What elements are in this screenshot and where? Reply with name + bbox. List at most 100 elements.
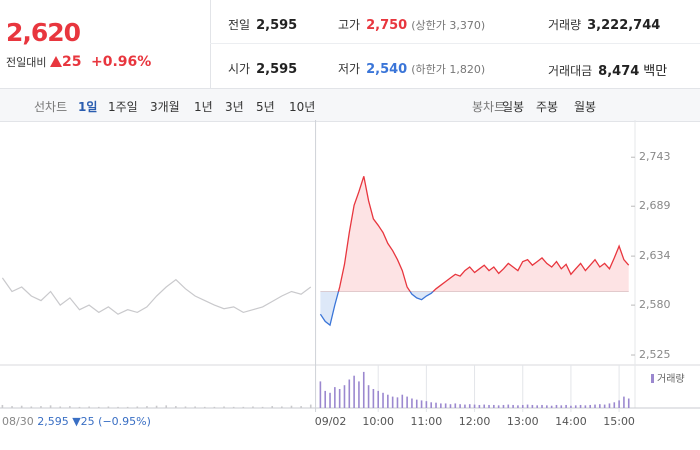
volume-bar <box>594 404 596 408</box>
volume-bar <box>478 404 481 408</box>
x-tick-label: 10:00 <box>362 415 394 428</box>
change-value: 25 <box>61 54 82 70</box>
volume-bar <box>396 397 399 408</box>
chart: 거래량 08/30 2,595 ▼25 (−0.95%) 2,525 2,580 2… <box>0 120 700 428</box>
volume-bar <box>488 404 490 408</box>
y-tick-label: 2,743 <box>639 150 671 163</box>
volume-bar <box>377 390 380 408</box>
volume-bar <box>449 404 452 408</box>
x-tick-label: 09/02 <box>315 415 347 428</box>
volume-bar <box>309 404 312 408</box>
volume-bar <box>560 405 563 408</box>
volume-bar <box>536 405 538 408</box>
volume-bar <box>107 406 110 408</box>
volume-bar <box>329 392 331 408</box>
volume-bar <box>271 406 274 408</box>
prev-day-info: 08/30 2,595 ▼25 (−0.95%) <box>2 415 151 428</box>
stat-label: 거래량 <box>548 18 582 32</box>
change: 전일대비 25 +0.96% <box>6 54 151 70</box>
volume-bar <box>343 385 346 408</box>
stat-label: 전일 <box>228 18 251 32</box>
volume-bar <box>507 404 510 408</box>
volume-bar <box>420 400 423 408</box>
prev-change: ▼25 <box>72 415 94 428</box>
volume-bar <box>338 389 341 408</box>
prev-date: 08/30 <box>2 415 34 428</box>
volume-bar <box>464 404 466 408</box>
volume-bar <box>603 404 606 408</box>
volume-bar <box>184 406 187 408</box>
volume-bar <box>126 406 129 408</box>
stat-label: 거래대금 <box>548 64 593 78</box>
volume-bar <box>213 406 216 408</box>
volume-bar <box>401 394 404 408</box>
area-fill <box>320 176 629 326</box>
volume-bar <box>435 402 437 408</box>
volume-bar <box>203 406 206 408</box>
stat-value: 2,540 <box>366 62 408 77</box>
stat-value: 3,222,744 <box>587 18 661 33</box>
x-tick-label: 13:00 <box>507 415 539 428</box>
tab[interactable]: 5년 <box>256 100 275 114</box>
volume-bar <box>599 404 601 408</box>
volume-bar <box>358 381 360 408</box>
stat-note: (상한가 3,370) <box>411 19 486 32</box>
tab[interactable]: 주봉 <box>536 100 559 114</box>
volume-bar <box>232 406 235 408</box>
candle-label: 봉차트 <box>472 100 506 114</box>
volume-bar <box>521 404 524 408</box>
volume-bar <box>584 405 587 408</box>
tab[interactable]: 일봉 <box>502 100 525 114</box>
up-arrow <box>49 56 62 67</box>
volume-bar <box>353 375 355 408</box>
stat-unit: 백만 <box>643 64 668 79</box>
volume-bar <box>319 381 322 408</box>
stat: 전일 2,595 <box>228 16 297 33</box>
volume-bar <box>570 405 572 408</box>
volume-bar <box>49 405 52 408</box>
volume-bar <box>69 406 71 408</box>
tab[interactable]: 3년 <box>225 100 244 114</box>
volume-bar <box>387 394 389 408</box>
tab-bar: 선차트 봉차트 1일 1주일 3개월 1년 3년 5년 10년 일봉 주봉 월봉 <box>0 88 700 122</box>
volume-bar <box>531 404 534 408</box>
volume-bar <box>627 398 630 408</box>
volume-bar <box>367 385 370 408</box>
volume-bar <box>117 406 119 408</box>
volume-bar <box>78 406 81 408</box>
tab[interactable]: 월봉 <box>574 100 597 114</box>
volume-bar <box>175 406 177 408</box>
volume-bar <box>454 403 457 408</box>
volume-bar <box>97 406 100 408</box>
stat-label: 고가 <box>338 18 361 32</box>
volume-bar <box>30 406 33 408</box>
tab[interactable]: 10년 <box>289 100 316 114</box>
volume-bar <box>300 406 302 408</box>
volume-bar <box>579 404 582 408</box>
volume-bar <box>261 406 264 408</box>
volume-bar <box>334 387 336 408</box>
volume-bar <box>517 405 519 408</box>
volume-bar <box>430 402 433 408</box>
volume-bar <box>546 405 548 408</box>
volume-bar <box>550 405 553 408</box>
volume-bar <box>406 396 408 408</box>
volume-bar <box>459 404 461 408</box>
tab[interactable]: 1년 <box>194 100 213 114</box>
volume-bar <box>565 404 567 408</box>
price-line <box>319 176 630 327</box>
tab[interactable]: 1주일 <box>108 100 138 114</box>
volume-bar <box>281 406 283 408</box>
tab[interactable]: 1일 <box>78 100 98 114</box>
prev-close: 2,595 <box>37 415 69 428</box>
line-label: 선차트 <box>34 100 68 114</box>
volume-bar <box>483 404 485 408</box>
volume-bar <box>59 406 62 408</box>
volume-bar <box>411 398 413 408</box>
volume-bar <box>40 406 42 408</box>
volume-bar <box>348 379 351 408</box>
stat: 고가 2,750 (상한가 3,370) <box>338 16 485 33</box>
stat-note: (하한가 1,820) <box>411 63 486 76</box>
tab[interactable]: 3개월 <box>150 100 180 114</box>
volume-bar <box>136 406 139 408</box>
